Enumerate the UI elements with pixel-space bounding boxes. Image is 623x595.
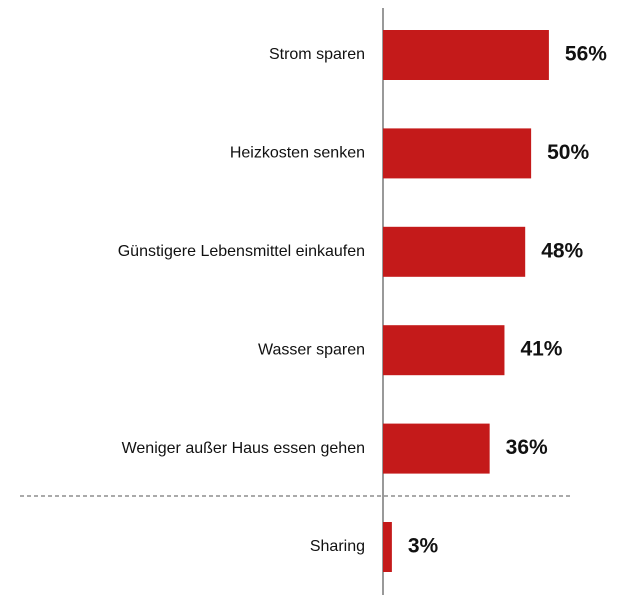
category-label: Heizkosten senken [230,145,365,162]
value-label: 3% [408,535,439,558]
bar [383,128,532,179]
value-label: 56% [565,43,607,66]
bar [383,226,526,277]
value-label: 41% [520,338,562,361]
category-label: Weniger außer Haus essen gehen [122,440,365,457]
value-label: 36% [506,436,548,459]
category-label: Günstigere Lebensmittel einkaufen [118,243,365,260]
bar [383,423,490,474]
bar [383,325,505,376]
category-label: Sharing [310,538,365,555]
category-label: Wasser sparen [258,341,365,358]
bar [383,30,549,80]
value-label: 48% [541,239,583,262]
category-label: Strom sparen [269,46,365,63]
value-label: 50% [547,141,589,164]
bar [383,522,392,572]
